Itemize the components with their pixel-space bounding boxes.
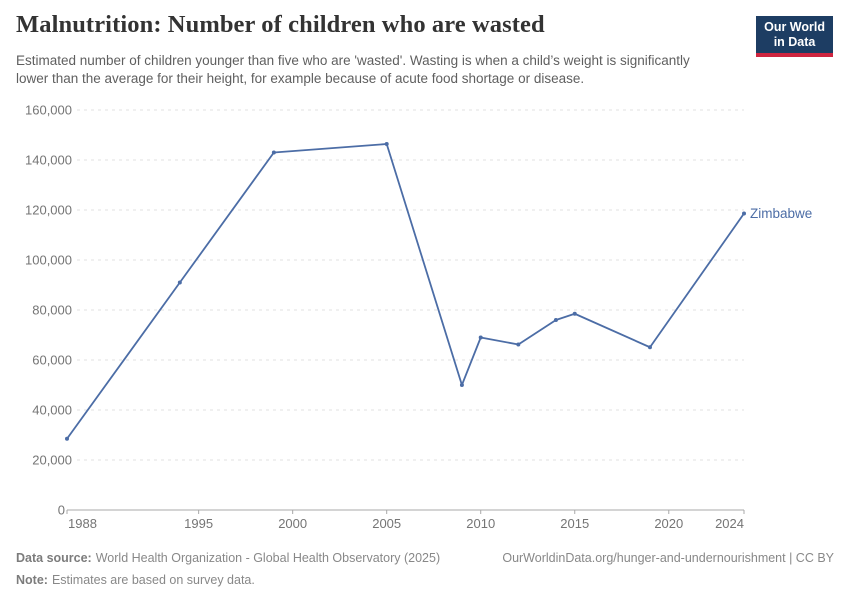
data-point[interactable] xyxy=(384,142,389,146)
owid-logo-line2: in Data xyxy=(773,35,816,49)
chart-footer: Data source: World Health Organization - … xyxy=(16,547,834,591)
data-point[interactable] xyxy=(647,345,652,350)
data-point[interactable] xyxy=(177,280,182,285)
y-tick-label: 40,000 xyxy=(32,403,72,418)
owid-link[interactable]: OurWorldinData.org/hunger-and-undernouri… xyxy=(502,551,834,565)
owid-logo: Our World in Data xyxy=(756,16,833,57)
y-tick-label: 120,000 xyxy=(25,203,72,218)
data-source-line: Data source: World Health Organization - … xyxy=(16,547,440,569)
x-tick-label: 2024 xyxy=(715,516,744,531)
data-source-label: Data source: xyxy=(16,551,92,565)
chart-subtitle: Estimated number of children younger tha… xyxy=(16,53,690,86)
x-tick-label: 2020 xyxy=(654,516,683,531)
data-point[interactable] xyxy=(572,311,577,316)
y-tick-label: 80,000 xyxy=(32,303,72,318)
data-point[interactable] xyxy=(271,150,276,155)
y-tick-label: 160,000 xyxy=(25,103,72,118)
y-tick-label: 140,000 xyxy=(25,153,72,168)
y-tick-label: 100,000 xyxy=(25,253,72,268)
data-point[interactable] xyxy=(478,335,483,340)
data-point[interactable] xyxy=(459,383,464,387)
note-text: Estimates are based on survey data. xyxy=(51,573,255,587)
data-point[interactable] xyxy=(553,318,558,322)
data-point[interactable] xyxy=(742,211,746,216)
x-tick-label: 1995 xyxy=(184,516,213,531)
zimbabwe-line[interactable] xyxy=(66,143,745,440)
y-tick-label: 60,000 xyxy=(32,353,72,368)
data-source-text: World Health Organization - Global Healt… xyxy=(95,551,441,565)
page-title: Malnutrition: Number of children who are… xyxy=(16,11,545,38)
x-tick-label: 1988 xyxy=(68,516,97,531)
x-tick-label: 2005 xyxy=(372,516,401,531)
y-tick-label: 20,000 xyxy=(32,453,72,468)
data-point[interactable] xyxy=(65,436,69,441)
series-end-label[interactable]: Zimbabwe xyxy=(750,206,812,221)
x-tick-label: 2000 xyxy=(278,516,307,531)
owid-logo-line1: Our World xyxy=(764,20,825,34)
x-tick-label: 2010 xyxy=(466,516,495,531)
note-line: Note: Estimates are based on survey data. xyxy=(16,569,834,591)
note-label: Note: xyxy=(16,573,48,587)
data-point[interactable] xyxy=(516,342,521,347)
x-tick-label: 2015 xyxy=(560,516,589,531)
y-tick-label: 0 xyxy=(58,503,65,518)
